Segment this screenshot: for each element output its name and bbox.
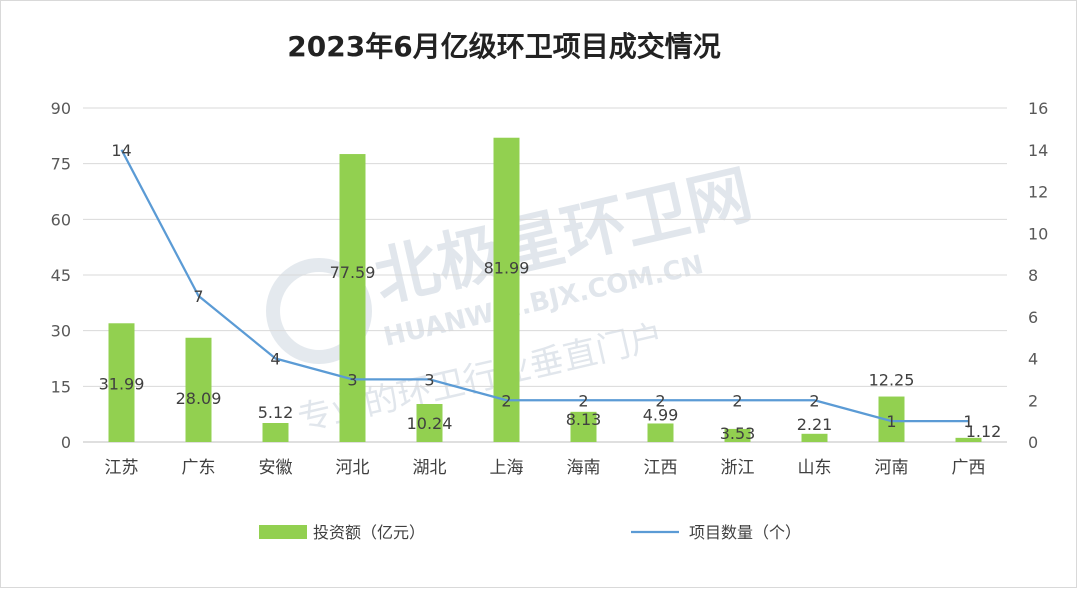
bar	[416, 403, 443, 442]
line-data-label: 2	[578, 391, 588, 410]
right-tick-label: 10	[1028, 224, 1048, 243]
bar-data-label: 8.13	[566, 410, 602, 429]
bar	[108, 323, 135, 442]
right-tick-label: 0	[1028, 433, 1038, 452]
bar-data-label: 2.21	[797, 415, 833, 434]
left-tick-label: 90	[51, 99, 71, 118]
left-y-axis: 0 15 30 45 60 75 90	[51, 99, 71, 452]
line-data-label: 4	[270, 350, 280, 369]
right-y-axis: 0 2 4 6 8 10 12 14 16	[1028, 99, 1048, 452]
bar	[801, 433, 828, 442]
left-tick-label: 15	[51, 377, 71, 396]
category-label: 广西	[952, 458, 986, 478]
chart-title: 2023年6月亿级环卫项目成交情况	[287, 30, 720, 63]
bar-data-label: 3.53	[720, 424, 756, 443]
right-tick-label: 16	[1028, 99, 1048, 118]
legend: 投资额（亿元） 项目数量（个）	[259, 523, 801, 542]
category-axis: 江苏 广东 安徽 河北 湖北 上海 海南 江西 浙江 山东 河南 广西	[105, 458, 986, 478]
category-label: 上海	[490, 458, 524, 478]
category-label: 河南	[875, 458, 909, 478]
right-tick-label: 14	[1028, 141, 1048, 160]
left-tick-label: 75	[51, 155, 71, 174]
line-data-label: 7	[193, 287, 203, 306]
line-data-label: 1	[886, 412, 896, 431]
right-tick-label: 6	[1028, 308, 1038, 327]
bar	[724, 428, 751, 442]
left-tick-label: 30	[51, 322, 71, 341]
right-tick-label: 4	[1028, 350, 1038, 369]
line-data-label: 3	[347, 370, 357, 389]
right-tick-label: 12	[1028, 183, 1048, 202]
bar	[647, 423, 674, 442]
line-data-label: 2	[655, 391, 665, 410]
category-label: 海南	[567, 458, 601, 478]
bar	[185, 337, 212, 442]
bar-data-label: 10.24	[407, 414, 453, 433]
bar-data-label: 5.12	[258, 403, 294, 422]
category-label: 河北	[336, 458, 370, 478]
right-tick-label: 2	[1028, 391, 1038, 410]
bar	[493, 137, 520, 442]
bar	[262, 422, 289, 442]
bar-data-label: 81.99	[484, 259, 530, 278]
bar	[955, 437, 982, 442]
line-data-label: 1	[963, 412, 973, 431]
gridlines	[83, 107, 1007, 443]
left-tick-label: 0	[61, 433, 71, 452]
line-series	[120, 149, 969, 423]
category-label: 浙江	[721, 458, 755, 478]
line-data-label: 3	[424, 370, 434, 389]
category-label: 安徽	[259, 458, 293, 478]
legend-swatch-bar	[259, 525, 307, 539]
bar-data-label: 31.99	[99, 374, 145, 393]
series-line	[120, 149, 969, 423]
bar-data-label: 1.12	[966, 422, 1002, 441]
line-data-label: 14	[111, 141, 131, 160]
left-tick-label: 45	[51, 266, 71, 285]
category-label: 江苏	[105, 458, 139, 478]
category-label: 广东	[182, 458, 216, 478]
legend-label: 项目数量（个）	[689, 523, 801, 542]
bar-data-label: 28.09	[176, 389, 222, 408]
line-data-label: 2	[732, 391, 742, 410]
category-label: 湖北	[413, 458, 447, 478]
bar-data-label: 12.25	[869, 371, 915, 390]
category-label: 江西	[644, 458, 678, 478]
bar	[339, 154, 366, 443]
bar	[570, 411, 597, 442]
line-data-label: 2	[501, 391, 511, 410]
data-labels: 31.99 28.09 5.12 77.59 10.24 81.99 8.13 4.99 3.5…	[99, 141, 1002, 443]
category-label: 山东	[798, 458, 832, 478]
legend-label: 投资额（亿元）	[313, 523, 425, 542]
bar-data-label: 77.59	[330, 263, 376, 282]
line-data-label: 2	[809, 391, 819, 410]
right-tick-label: 8	[1028, 266, 1038, 285]
left-tick-label: 60	[51, 210, 71, 229]
bar-data-label: 4.99	[643, 405, 679, 424]
bar-series	[108, 137, 982, 443]
